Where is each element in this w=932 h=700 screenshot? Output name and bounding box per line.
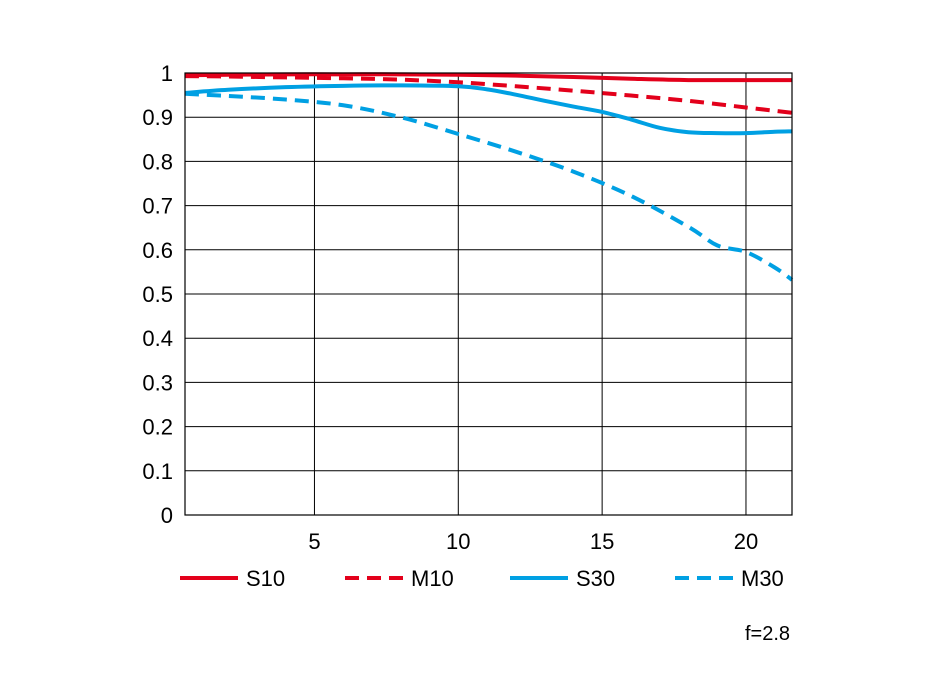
series-lines <box>184 72 794 282</box>
legend-label-s10: S10 <box>246 566 285 591</box>
y-tick-label: 0.8 <box>142 149 173 174</box>
x-tick-label: 15 <box>590 529 614 554</box>
y-tick-label: 0.6 <box>142 238 173 263</box>
y-tick-label: 0.7 <box>142 194 173 219</box>
y-tick-label: 0.1 <box>142 459 173 484</box>
legend-label-s30: S30 <box>576 566 615 591</box>
y-axis-ticks: 0 0.1 0.2 0.3 0.4 0.5 0.6 0.7 0.8 0.9 1 <box>142 61 173 528</box>
grid <box>185 72 792 516</box>
x-tick-label: 5 <box>308 529 320 554</box>
series-line-m30 <box>184 91 794 282</box>
series-line-m10 <box>184 74 793 115</box>
x-tick-label: 20 <box>734 529 758 554</box>
x-axis-ticks: 5 10 15 20 <box>308 529 758 554</box>
series-line-s10 <box>184 72 792 83</box>
y-tick-label: 0.5 <box>142 282 173 307</box>
y-tick-label: 0.9 <box>142 105 173 130</box>
y-tick-label: 0.3 <box>142 370 173 395</box>
legend-label-m10: M10 <box>411 566 454 591</box>
aperture-annotation: f=2.8 <box>745 623 790 645</box>
y-tick-label: 1 <box>161 61 173 86</box>
y-tick-label: 0.2 <box>142 415 173 440</box>
x-tick-label: 10 <box>446 529 470 554</box>
series-line-s30 <box>184 83 793 136</box>
y-tick-label: 0.4 <box>142 326 173 351</box>
y-tick-label: 0 <box>161 503 173 528</box>
legend-label-m30: M30 <box>741 566 784 591</box>
legend: S10 M10 S30 M30 <box>180 566 784 591</box>
plot-frame <box>184 72 793 516</box>
